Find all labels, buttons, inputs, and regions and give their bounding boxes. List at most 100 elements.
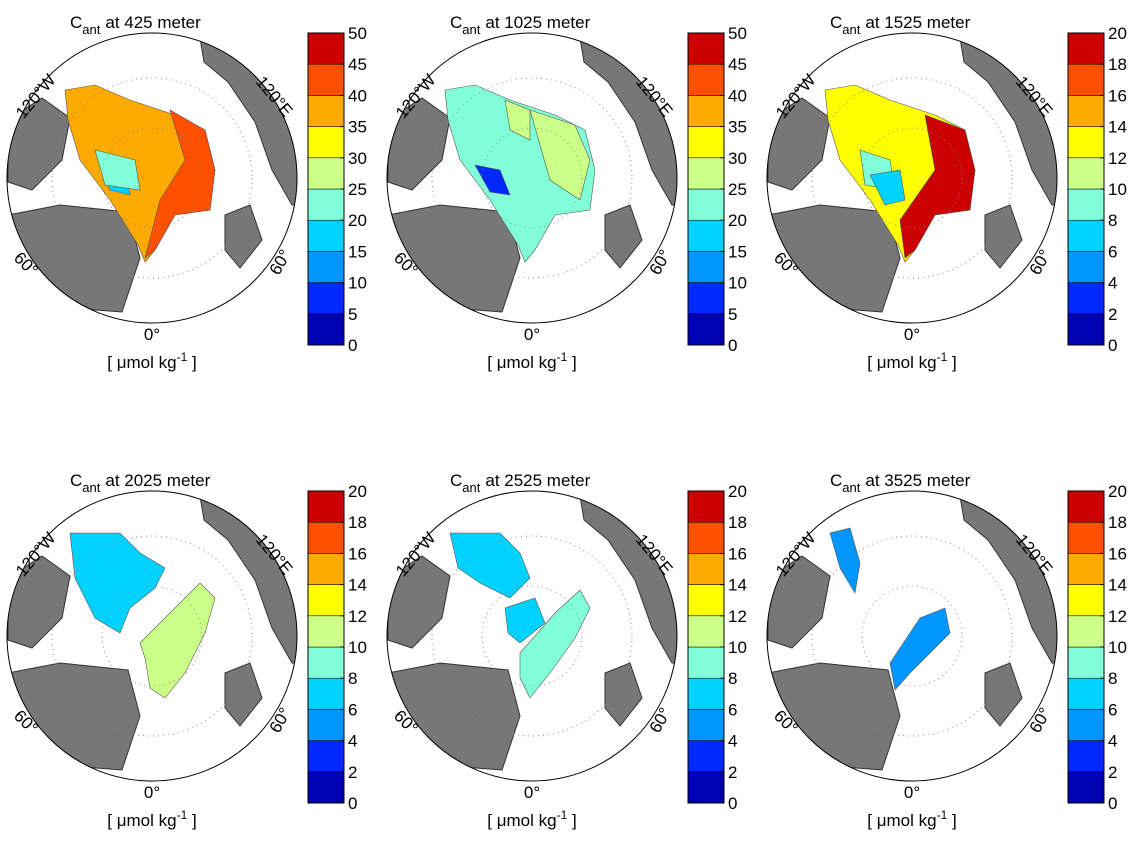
- colorbar-segment: [307, 677, 345, 710]
- colorbar-tick-label: 20: [348, 482, 367, 501]
- unit-close: ]: [567, 811, 576, 830]
- title-symbol: C: [830, 13, 842, 32]
- colorbar-segment: [307, 553, 345, 585]
- colorbar-segment: [687, 63, 725, 96]
- colorbar-segment: [307, 771, 345, 804]
- data-region: [144, 109, 216, 259]
- graticule: [481, 127, 583, 229]
- colorbar-tick-label: 50: [728, 24, 747, 43]
- colorbar-tick-label: 16: [1108, 86, 1127, 105]
- lon-label: 0°: [904, 783, 920, 802]
- colorbar-tick-label: 20: [728, 211, 747, 230]
- panel-title: Cant at 1525 meter: [830, 13, 971, 37]
- colorbar-tick-label: 6: [348, 700, 357, 719]
- map-outline: [6, 490, 298, 782]
- title-symbol: C: [830, 471, 842, 490]
- colorbar-segment: [687, 709, 725, 741]
- colorbar-segment: [687, 490, 725, 523]
- data-region: [94, 149, 141, 191]
- colorbar-tick-label: 14: [1108, 576, 1127, 595]
- colorbar-tick-label: 0: [348, 336, 357, 355]
- colorbar-segment: [307, 219, 345, 252]
- graticule: [51, 535, 253, 737]
- colorbar-segment: [307, 188, 345, 221]
- land: [224, 204, 263, 269]
- title-text: at 2525 meter: [485, 471, 590, 490]
- title-text: at 3525 meter: [865, 471, 970, 490]
- colorbar-segment: [687, 646, 725, 679]
- colorbar-segment: [1067, 521, 1105, 554]
- unit-close: ]: [567, 353, 576, 372]
- lon-label: 0°: [524, 325, 540, 344]
- colorbar-segment: [687, 282, 725, 315]
- title-subscript: ant: [462, 480, 480, 495]
- colorbar-tick-label: 5: [348, 305, 357, 324]
- unit-superscript: -1: [557, 350, 568, 364]
- graticule: [811, 535, 1013, 737]
- panel-title: Cant at 2525 meter: [450, 471, 591, 495]
- unit-text: [ μmol kg: [107, 353, 176, 372]
- graticule: [481, 585, 583, 687]
- unit-close: ]: [947, 353, 956, 372]
- colorbar-tick-label: 4: [728, 732, 737, 751]
- unit-text: [ μmol kg: [107, 811, 176, 830]
- colorbar-tick-label: 25: [728, 180, 747, 199]
- colorbar-tick-label: 0: [1108, 336, 1117, 355]
- unit-label: [ μmol kg-1 ]: [487, 808, 576, 830]
- colorbar-segment: [1067, 740, 1105, 773]
- colorbar-tick-label: 20: [728, 482, 747, 501]
- colorbar-tick-label: 14: [348, 576, 367, 595]
- colorbar-tick-label: 10: [728, 638, 747, 657]
- colorbar-segment: [687, 126, 725, 159]
- colorbar-tick-label: 18: [1108, 55, 1127, 74]
- colorbar-tick-label: 10: [1108, 180, 1127, 199]
- colorbar-segment: [1067, 188, 1105, 221]
- colorbar-tick-label: 2: [1108, 305, 1117, 324]
- land: [767, 555, 831, 649]
- colorbar-tick-label: 6: [1108, 700, 1117, 719]
- colorbar-tick-label: 30: [348, 149, 367, 168]
- colorbar-tick-label: 2: [1108, 763, 1117, 782]
- data-region: [519, 589, 591, 699]
- land: [387, 97, 451, 191]
- colorbar-segment: [1067, 677, 1105, 710]
- colorbar-tick-label: 50: [348, 24, 367, 43]
- colorbar-tick-label: 18: [348, 513, 367, 532]
- unit-label: [ μmol kg-1 ]: [867, 808, 956, 830]
- land: [387, 555, 451, 649]
- colorbar-segment: [687, 95, 725, 127]
- graticule: [431, 535, 633, 737]
- colorbar-segment: [307, 32, 345, 65]
- unit-close: ]: [187, 353, 196, 372]
- graticule: [861, 585, 963, 687]
- colorbar-segment: [307, 584, 345, 617]
- colorbar-tick-label: 35: [728, 118, 747, 137]
- land: [7, 555, 71, 649]
- colorbar-segment: [687, 521, 725, 554]
- graticule: [51, 77, 253, 279]
- colorbar-tick-label: 8: [1108, 211, 1117, 230]
- colorbar-segment: [687, 251, 725, 283]
- colorbar-tick-label: 10: [728, 274, 747, 293]
- colorbar-segment: [687, 615, 725, 648]
- graticule: [811, 77, 1013, 279]
- graticule: [101, 127, 203, 229]
- colorbar-tick-label: 20: [1108, 24, 1127, 43]
- colorbar-tick-label: 12: [348, 607, 367, 626]
- colorbar-segment: [687, 771, 725, 804]
- title-subscript: ant: [82, 480, 100, 495]
- map-outline: [386, 32, 678, 324]
- colorbar-segment: [307, 282, 345, 315]
- colorbar-segment: [1067, 553, 1105, 585]
- colorbar-segment: [1067, 313, 1105, 346]
- land: [604, 204, 643, 269]
- colorbar-tick-label: 0: [348, 794, 357, 813]
- data-region: [899, 114, 976, 259]
- map-outline: [386, 490, 678, 782]
- colorbar-segment: [687, 553, 725, 585]
- title-text: at 2025 meter: [105, 471, 210, 490]
- colorbar-segment: [307, 126, 345, 159]
- colorbar-tick-label: 8: [348, 669, 357, 688]
